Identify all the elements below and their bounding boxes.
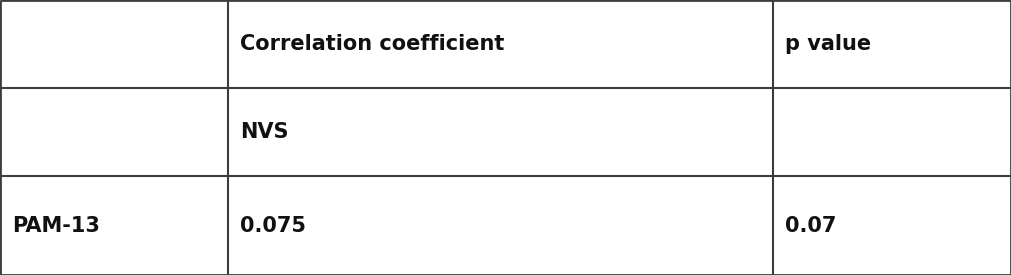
Text: p value: p value — [785, 34, 871, 54]
Text: Correlation coefficient: Correlation coefficient — [240, 34, 504, 54]
Text: 0.07: 0.07 — [785, 216, 836, 235]
Text: NVS: NVS — [240, 122, 288, 142]
Text: PAM-13: PAM-13 — [12, 216, 100, 235]
Text: 0.075: 0.075 — [240, 216, 306, 235]
